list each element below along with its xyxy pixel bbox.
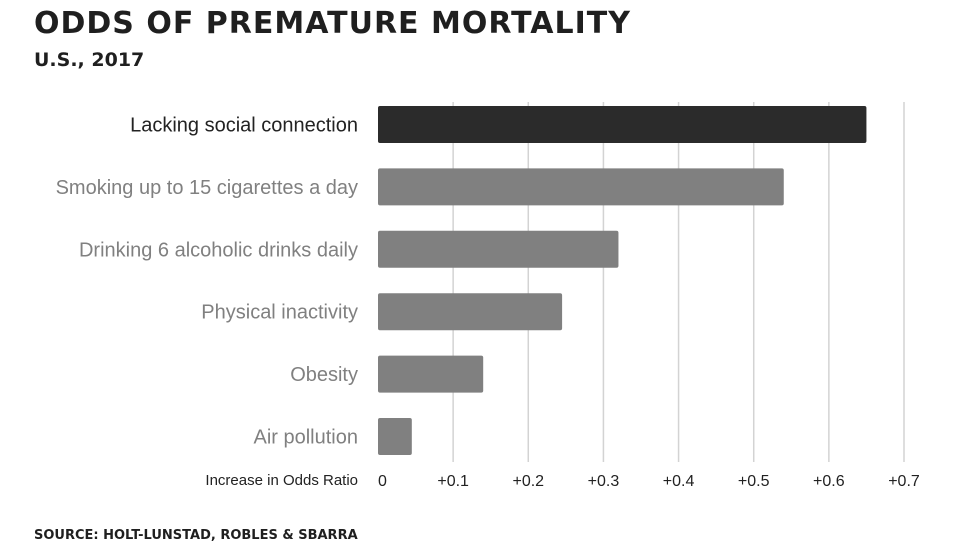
bar <box>378 355 484 393</box>
category-label: Obesity <box>290 364 358 386</box>
chart-title: ODDS OF PREMATURE MORTALITY <box>34 6 631 41</box>
bar <box>378 293 563 331</box>
source-note: SOURCE: HOLT-LUNSTAD, ROBLES & SBARRA <box>34 528 358 543</box>
chart-subtitle: U.S., 2017 <box>34 49 145 71</box>
x-tick-label: +0.7 <box>888 473 920 490</box>
x-tick-label: 0 <box>378 473 387 490</box>
x-tick-label: +0.2 <box>512 473 544 490</box>
grid-lines <box>452 102 905 462</box>
x-tick-label: +0.1 <box>437 473 469 490</box>
category-label: Air pollution <box>253 427 358 449</box>
x-tick-label: +0.3 <box>588 473 620 490</box>
category-label: Smoking up to 15 cigarettes a day <box>56 177 358 199</box>
bar <box>378 418 412 455</box>
category-label: Drinking 6 alcoholic drinks daily <box>79 239 358 261</box>
bar <box>378 168 784 206</box>
category-labels: Lacking social connection Smoking up to 1… <box>56 115 358 449</box>
category-label: Physical inactivity <box>201 302 358 324</box>
category-label: Lacking social connection <box>130 115 358 137</box>
bars <box>378 106 867 455</box>
x-tick-label: +0.4 <box>663 473 695 490</box>
x-axis-title: Increase in Odds Ratio <box>205 472 358 489</box>
x-tick-label: +0.5 <box>738 473 770 490</box>
x-tick-label: +0.6 <box>813 473 845 490</box>
bar <box>378 230 619 268</box>
x-axis-ticks: 0 +0.1 +0.2 +0.3 +0.4 +0.5 +0.6 +0.7 <box>378 473 920 490</box>
bar <box>378 106 867 143</box>
